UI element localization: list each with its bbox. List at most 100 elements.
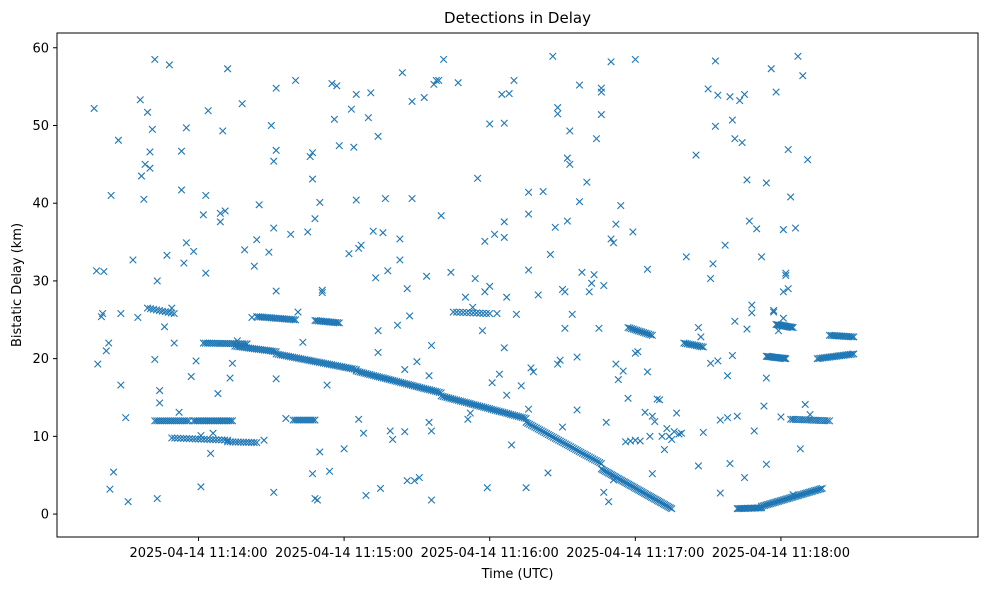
y-tick-label: 40 bbox=[32, 197, 49, 212]
data-point bbox=[152, 306, 161, 314]
data-point bbox=[767, 65, 775, 73]
data-point bbox=[597, 459, 606, 468]
data-point bbox=[522, 483, 530, 492]
data-point bbox=[592, 135, 601, 143]
data-point bbox=[233, 337, 242, 345]
data-point bbox=[694, 462, 703, 470]
data-point bbox=[473, 174, 482, 183]
data-point bbox=[575, 81, 584, 89]
data-point bbox=[478, 326, 487, 335]
data-point bbox=[762, 179, 771, 187]
data-point bbox=[769, 308, 778, 316]
data-point bbox=[308, 175, 317, 183]
data-point bbox=[272, 84, 280, 92]
data-point bbox=[183, 417, 191, 425]
data-point bbox=[270, 157, 278, 165]
data-point bbox=[98, 309, 107, 318]
plot-frame bbox=[56, 32, 979, 538]
data-point bbox=[520, 414, 528, 422]
data-point bbox=[153, 494, 161, 503]
data-point bbox=[490, 230, 499, 238]
data-point bbox=[347, 105, 356, 113]
data-point bbox=[752, 225, 761, 233]
data-point bbox=[486, 282, 494, 291]
data-point bbox=[772, 88, 780, 96]
data-point bbox=[452, 308, 461, 316]
data-point bbox=[682, 253, 690, 261]
data-point bbox=[221, 207, 229, 215]
data-point bbox=[265, 248, 273, 256]
data-point bbox=[335, 142, 343, 150]
data-point bbox=[500, 218, 508, 226]
data-point bbox=[731, 317, 739, 326]
data-point bbox=[651, 417, 659, 426]
data-point bbox=[180, 259, 188, 267]
data-point bbox=[214, 389, 222, 398]
data-point bbox=[709, 260, 717, 268]
data-point bbox=[291, 76, 300, 85]
data-point bbox=[250, 262, 258, 270]
data-point bbox=[420, 93, 428, 102]
data-point bbox=[218, 436, 226, 444]
data-point bbox=[668, 435, 676, 444]
data-point bbox=[250, 438, 258, 447]
data-point bbox=[801, 400, 809, 409]
data-point bbox=[524, 405, 533, 413]
data-point bbox=[612, 220, 620, 228]
data-point bbox=[121, 414, 130, 422]
data-point bbox=[413, 358, 421, 366]
data-point bbox=[779, 354, 788, 363]
data-point bbox=[743, 176, 751, 184]
data-point bbox=[94, 360, 102, 368]
data-point bbox=[607, 58, 615, 66]
data-point bbox=[498, 90, 506, 99]
data-point bbox=[462, 308, 471, 317]
data-point bbox=[643, 265, 652, 273]
data-point bbox=[290, 315, 298, 324]
data-point bbox=[215, 436, 223, 444]
data-point bbox=[782, 271, 790, 280]
data-point bbox=[612, 360, 620, 368]
data-point bbox=[529, 368, 538, 376]
data-point bbox=[655, 396, 664, 404]
data-point bbox=[447, 268, 455, 277]
data-point bbox=[699, 428, 707, 437]
data-point bbox=[573, 353, 581, 361]
data-point bbox=[549, 52, 557, 61]
data-point bbox=[90, 104, 98, 113]
data-point bbox=[740, 473, 749, 482]
chart-title: Detections in Delay bbox=[444, 9, 591, 27]
data-point bbox=[253, 236, 261, 244]
data-point bbox=[748, 309, 756, 317]
data-point bbox=[171, 434, 179, 442]
data-point bbox=[745, 217, 754, 225]
data-point bbox=[165, 61, 174, 69]
data-point bbox=[388, 435, 397, 444]
data-point bbox=[733, 412, 741, 420]
data-point bbox=[850, 333, 858, 341]
data-point bbox=[466, 309, 474, 317]
data-point bbox=[308, 469, 317, 478]
data-point bbox=[500, 344, 508, 352]
data-point bbox=[161, 308, 170, 316]
data-point bbox=[226, 417, 235, 425]
data-point bbox=[197, 483, 205, 491]
data-point bbox=[646, 432, 654, 441]
data-point bbox=[107, 191, 115, 200]
data-point bbox=[510, 76, 518, 85]
data-point bbox=[558, 423, 567, 431]
data-point bbox=[202, 269, 210, 277]
data-point bbox=[561, 288, 569, 296]
data-point bbox=[524, 210, 533, 218]
data-point bbox=[311, 416, 319, 424]
data-point bbox=[483, 483, 491, 492]
data-point bbox=[396, 235, 404, 243]
data-point bbox=[672, 409, 681, 417]
data-point bbox=[553, 360, 562, 368]
data-point bbox=[602, 418, 610, 427]
data-point bbox=[393, 321, 402, 329]
data-point bbox=[179, 434, 188, 443]
data-point bbox=[255, 201, 263, 209]
data-point bbox=[253, 438, 261, 447]
data-point bbox=[282, 414, 290, 423]
